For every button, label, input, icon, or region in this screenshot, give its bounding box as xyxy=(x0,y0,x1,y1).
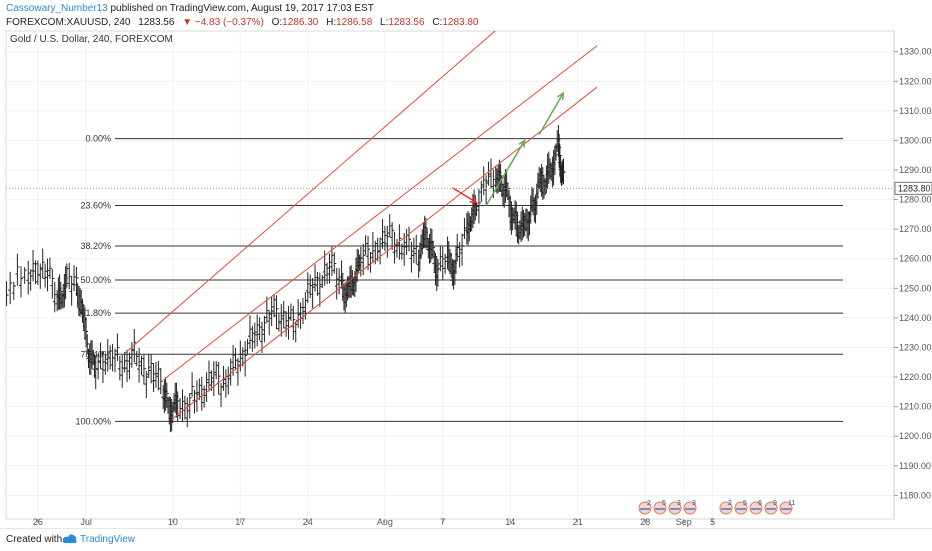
close-value: 1283.80 xyxy=(442,17,479,28)
open-value: 1286.30 xyxy=(282,17,319,28)
fib-level-label: 0.00% xyxy=(85,134,111,144)
up-projection-arrow xyxy=(485,140,526,206)
event-count: 11 xyxy=(788,500,795,507)
channel-line xyxy=(172,86,598,419)
economic-event-flag-icon xyxy=(653,501,667,515)
event-markers-group-2[interactable]: 2 5 6 9 11 xyxy=(719,500,795,515)
economic-event-flag-icon xyxy=(719,501,733,515)
time-tick-label: Aug xyxy=(377,517,393,527)
economic-event-flag-icon xyxy=(779,501,793,515)
time-tick-label: 14 xyxy=(505,517,515,527)
price-tick-label: 1230.00 xyxy=(899,342,932,352)
event-count: 5 xyxy=(743,500,747,507)
economic-event-flag-icon xyxy=(764,501,778,515)
price-tick-label: 1200.00 xyxy=(899,431,932,441)
channel-line xyxy=(124,31,496,354)
created-with-text: Created with xyxy=(6,534,63,545)
fib-level-label: 23.60% xyxy=(80,200,111,210)
current-price-label: 1283.80 xyxy=(894,181,932,195)
price-tick-label: 1320.00 xyxy=(899,76,932,86)
time-tick-label: Sep xyxy=(676,517,692,527)
event-count: 9 xyxy=(773,500,777,507)
arrow-head xyxy=(469,196,478,204)
economic-event-flag-icon xyxy=(638,501,652,515)
price-tick-label: 1250.00 xyxy=(899,283,932,293)
high-label: H: xyxy=(326,17,337,28)
price-tick-label: 1180.00 xyxy=(899,490,931,500)
price-chart[interactable]: Gold / U.S. Dollar, 240, FOREXCOM 0.00% 2… xyxy=(0,0,932,528)
time-tick-label: 17 xyxy=(235,517,245,527)
price-tick-label: 1300.00 xyxy=(899,135,932,145)
fib-level-label: 38.20% xyxy=(80,241,111,251)
low-value: 1283.56 xyxy=(388,17,425,28)
close-label: C: xyxy=(432,17,443,28)
time-tick-label: 7 xyxy=(440,517,445,527)
plot-area[interactable] xyxy=(5,30,895,520)
price-tick-label: 1310.00 xyxy=(899,106,932,116)
event-count: 6 xyxy=(758,500,762,507)
price-tick-label: 1290.00 xyxy=(899,165,932,175)
time-tick-label: 10 xyxy=(168,517,178,527)
arrow-head xyxy=(557,91,565,101)
price-channel[interactable] xyxy=(124,0,598,419)
fib-retracement[interactable]: 0.00% 23.60% 38.20% 50.00% 61.80% 76.40% 100.0… xyxy=(75,134,843,427)
publish-info: Cassowary_Number13 published on TradingV… xyxy=(6,3,374,14)
price-tick-label: 1330.00 xyxy=(899,47,932,57)
time-tick-label: 24 xyxy=(303,517,313,527)
price-tick-label: 1220.00 xyxy=(899,372,932,382)
price-axis[interactable]: 1180.00 1190.00 1200.00 1210.00 1220.00 1230.… xyxy=(893,31,932,519)
event-count: 2 xyxy=(647,500,651,507)
down-projection-arrow xyxy=(452,187,477,204)
tradingview-brand[interactable]: TradingView xyxy=(80,534,136,545)
price-tick-label: 1280.00 xyxy=(899,195,932,205)
event-count: 2 xyxy=(728,500,732,507)
fib-level-label: 50.00% xyxy=(80,275,111,285)
current-price-box xyxy=(894,181,932,195)
economic-event-flag-icon xyxy=(749,501,763,515)
arrow-head xyxy=(518,138,526,148)
up-projection-arrow xyxy=(538,92,564,135)
high-value: 1286.58 xyxy=(336,17,373,28)
footer: Created with TradingView xyxy=(0,528,932,551)
price-change: ▼ −4.83 (−0.37%) xyxy=(182,17,264,28)
price-tick-label: 1270.00 xyxy=(899,224,932,234)
time-tick-label: Jul xyxy=(80,517,92,527)
fib-level-label: 61.80% xyxy=(80,308,111,318)
channel-line xyxy=(162,45,598,381)
fib-level-label: 76.40% xyxy=(80,349,111,359)
chart-title: Gold / U.S. Dollar, 240, FOREXCOM xyxy=(10,34,173,45)
grid xyxy=(6,31,894,519)
time-tick-label: 28 xyxy=(640,517,650,527)
event-count: 5 xyxy=(662,500,666,507)
author-link[interactable]: Cassowary_Number13 xyxy=(6,3,108,14)
published-text: published on TradingView.com, August 19,… xyxy=(110,3,374,14)
price-tick-label: 1190.00 xyxy=(899,461,931,471)
last-price: 1283.56 xyxy=(138,17,175,28)
price-tick-label: 1210.00 xyxy=(899,402,932,412)
current-price-text: 1283.80 xyxy=(898,183,931,193)
time-axis[interactable]: 26 Jul 10 17 24 Aug 7 14 21 28 Sep 5 xyxy=(33,517,715,527)
time-tick-label: 5 xyxy=(710,517,715,527)
economic-event-flag-icon xyxy=(683,501,697,515)
economic-event-flag-icon xyxy=(668,501,682,515)
event-markers-group-1[interactable]: 2 5 3 3 xyxy=(638,500,697,515)
time-tick-label: 26 xyxy=(33,517,43,527)
symbol: FOREXCOM:XAUUSD, 240 xyxy=(6,17,131,28)
tradingview-cloud-icon xyxy=(62,534,77,543)
price-tick-label: 1260.00 xyxy=(899,254,932,264)
symbol-info: FOREXCOM:XAUUSD, 240 1283.56 ▼ −4.83 (−0… xyxy=(6,17,478,28)
low-label: L: xyxy=(380,17,389,28)
economic-event-flag-icon xyxy=(734,501,748,515)
price-tick-label: 1240.00 xyxy=(899,313,932,323)
open-label: O: xyxy=(271,17,283,28)
time-tick-label: 21 xyxy=(573,517,583,527)
event-count: 3 xyxy=(677,500,681,507)
price-bars xyxy=(6,125,566,433)
fib-level-label: 100.00% xyxy=(75,416,111,426)
event-count: 3 xyxy=(692,500,696,507)
projection-arrows[interactable] xyxy=(452,91,565,206)
